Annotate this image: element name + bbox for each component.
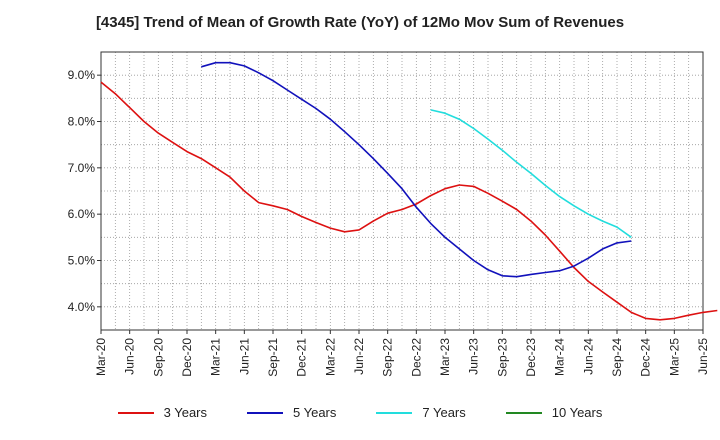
x-tick-label: Jun-21: [237, 338, 251, 375]
x-tick-label: Sep-20: [151, 338, 165, 377]
legend-label: 10 Years: [551, 405, 603, 420]
x-tick-label: Dec-24: [639, 338, 653, 377]
legend-swatch: [117, 411, 154, 414]
x-tick-label: Sep-22: [381, 338, 395, 377]
x-tick-label: Mar-20: [94, 338, 108, 376]
plot-frame: [100, 51, 704, 331]
x-tick-label: Jun-22: [352, 338, 366, 375]
y-tick-label: 5.0%: [68, 254, 96, 268]
y-tick-label: 6.0%: [68, 207, 96, 221]
legend: 3 Years 5 Years 7 Years 10 Years: [0, 405, 720, 420]
x-tick-label: Mar-25: [667, 338, 681, 376]
series-line-5-years: [201, 61, 632, 278]
y-tick-label: 8.0%: [68, 115, 96, 129]
legend-label: 7 Years: [422, 405, 466, 420]
x-tick-label: Sep-21: [266, 338, 280, 377]
x-tick-label: Dec-22: [409, 338, 423, 377]
x-tick-label: Dec-23: [524, 338, 538, 377]
legend-label: 5 Years: [293, 405, 337, 420]
x-tick-label: Dec-21: [295, 338, 309, 377]
x-tick-label: Jun-23: [467, 338, 481, 375]
x-tick-label: Jun-20: [123, 338, 137, 375]
chart-title: [4345] Trend of Mean of Growth Rate (YoY…: [95, 14, 625, 31]
x-tick-label: Jun-25: [696, 338, 710, 375]
legend-swatch: [376, 411, 413, 414]
y-tick-label: 9.0%: [68, 68, 96, 82]
x-tick-label: Mar-22: [323, 338, 337, 376]
legend-item-3-years: 3 Years: [117, 405, 207, 420]
legend-swatch: [505, 411, 542, 414]
x-tick-label: Sep-24: [610, 338, 624, 377]
x-tick-label: Mar-23: [438, 338, 452, 376]
legend-swatch: [247, 411, 283, 414]
legend-item-10-years: 10 Years: [505, 405, 603, 420]
series-line-3-years: [100, 81, 718, 321]
legend-item-7-years: 7 Years: [376, 405, 466, 420]
x-tick-label: Jun-24: [581, 338, 595, 375]
x-tick-label: Dec-20: [180, 338, 194, 377]
series-line-7-years: [430, 109, 632, 238]
x-tick-label: Mar-24: [553, 338, 567, 376]
x-tick-label: Mar-21: [209, 338, 223, 376]
y-tick-label: 4.0%: [68, 300, 96, 314]
legend-label: 3 Years: [163, 405, 207, 420]
x-tick-label: Sep-23: [495, 338, 509, 377]
legend-item-5-years: 5 Years: [247, 405, 336, 420]
y-tick-label: 7.0%: [68, 161, 96, 175]
